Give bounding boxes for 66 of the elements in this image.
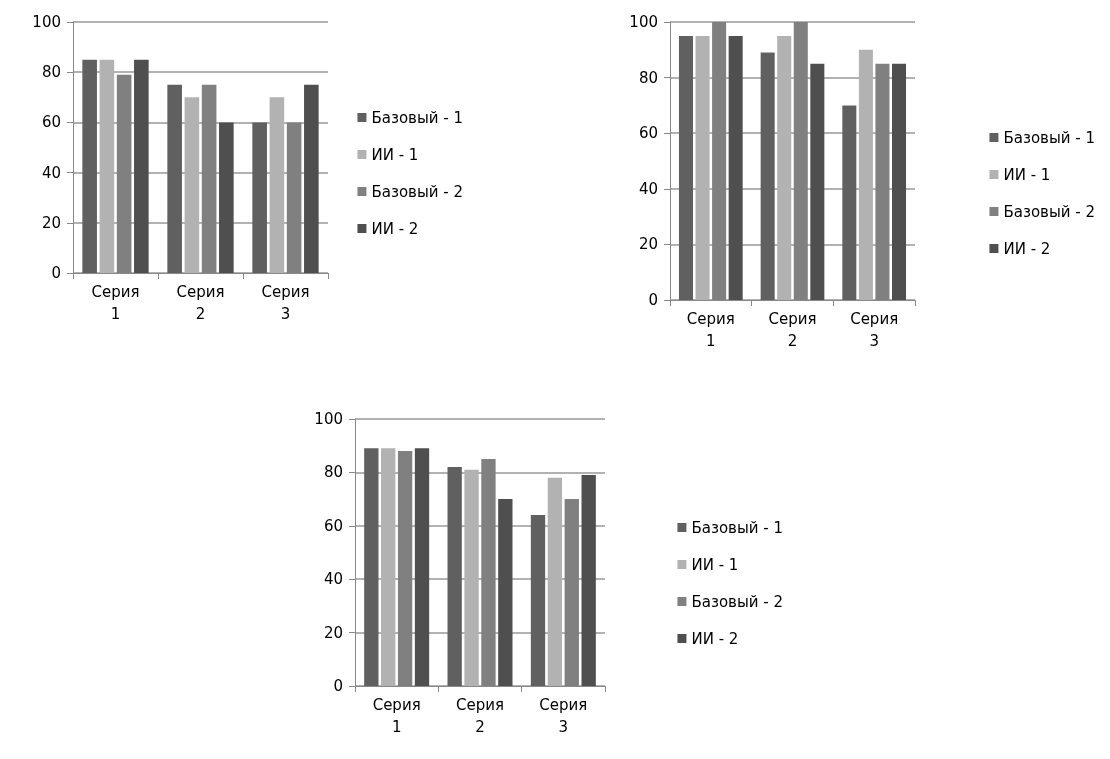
y-tick-label: 0 [333, 677, 343, 695]
y-tick-label: 80 [638, 68, 658, 87]
y-tick-label: 60 [41, 113, 61, 132]
legend-label: Базовый - 1 [691, 518, 783, 537]
legend-label: Базовый - 1 [371, 108, 463, 127]
bar [447, 467, 462, 686]
bar [760, 52, 775, 300]
y-tick-label: 0 [648, 291, 658, 309]
bar [678, 35, 694, 300]
y-tick-label: 20 [323, 623, 343, 642]
legend-label: Базовый - 2 [1003, 202, 1095, 221]
y-tick-label: 20 [638, 235, 658, 254]
legend-label: ИИ - 1 [691, 555, 739, 574]
bar [498, 499, 513, 686]
bar [184, 97, 200, 273]
y-tick-label: 100 [32, 13, 61, 31]
bar [219, 122, 234, 273]
x-tick-label: Серия 1 [91, 283, 140, 323]
bar [82, 59, 97, 273]
legend-label: Базовый - 1 [1003, 128, 1095, 147]
y-tick-label: 40 [323, 570, 343, 589]
bar [269, 97, 285, 273]
y-tick-label: 80 [323, 463, 343, 482]
legend-label: ИИ - 2 [691, 629, 739, 648]
legend-label: Базовый - 2 [691, 592, 783, 611]
bar [134, 59, 149, 273]
bar [581, 475, 596, 686]
y-tick-label: 100 [314, 410, 343, 428]
bar [414, 448, 430, 686]
legend-label: Базовый - 2 [371, 182, 463, 201]
bar [547, 477, 563, 686]
x-tick-label: Серия 2 [768, 310, 817, 350]
bar [695, 35, 710, 300]
x-tick-label: Серия 2 [176, 283, 225, 323]
bar [252, 122, 267, 273]
bar [842, 105, 857, 300]
x-tick-label: Серия 1 [686, 310, 735, 350]
bar [810, 63, 825, 300]
x-tick-label: Серия 1 [372, 696, 421, 736]
bar [728, 35, 743, 300]
bar [364, 448, 379, 686]
x-tick-label: Серия 2 [456, 696, 504, 736]
bar [858, 49, 873, 300]
legend-label: ИИ - 2 [371, 219, 419, 238]
y-tick-label: 0 [51, 264, 61, 282]
y-tick-label: 40 [41, 163, 61, 182]
y-tick-label: 20 [41, 213, 61, 232]
bar [167, 84, 182, 273]
bar [99, 59, 115, 273]
legend-label: ИИ - 1 [371, 145, 419, 164]
y-tick-label: 40 [638, 179, 658, 198]
bar [777, 35, 792, 300]
y-tick-label: 60 [323, 516, 343, 535]
x-tick-label: Серия 3 [850, 310, 899, 350]
legend-label: ИИ - 1 [1003, 165, 1051, 184]
x-tick-label: Серия 3 [539, 696, 588, 736]
y-tick-label: 80 [41, 63, 61, 82]
bar [891, 63, 907, 300]
y-tick-label: 100 [629, 13, 658, 31]
bar [530, 515, 546, 686]
x-tick-label: Серия 3 [261, 283, 310, 323]
y-tick-label: 60 [638, 124, 658, 143]
bar [304, 84, 319, 273]
bar [381, 448, 396, 686]
bar [464, 469, 479, 686]
legend-label: ИИ - 2 [1003, 239, 1051, 258]
